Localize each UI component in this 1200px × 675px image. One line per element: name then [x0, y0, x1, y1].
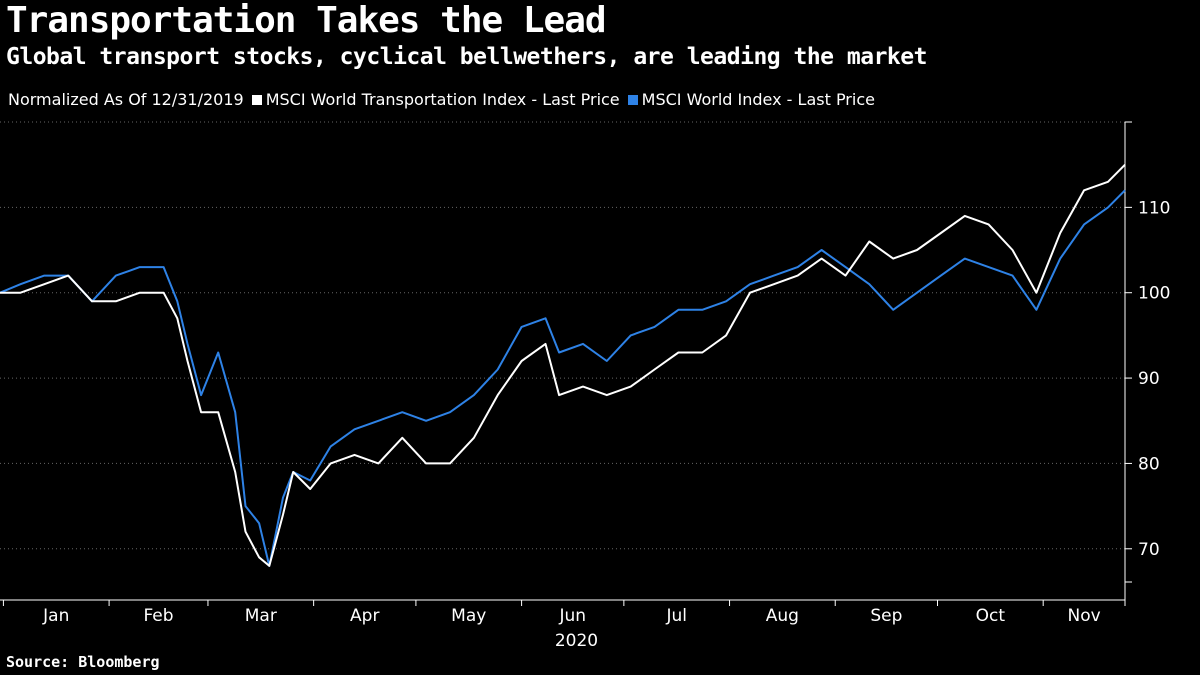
x-tick-label-jun: Jun [558, 606, 586, 626]
legend-note-label: Normalized As Of 12/31/2019 [8, 90, 244, 109]
x-tick-label-sep: Sep [870, 606, 902, 626]
legend-label-transport: MSCI World Transportation Index - Last P… [265, 90, 620, 109]
legend-swatch-transport [251, 94, 262, 105]
legend-label-world: MSCI World Index - Last Price [641, 90, 875, 109]
y-tick-label-100: 100 [1138, 284, 1170, 304]
legend-item-world: MSCI World Index - Last Price [627, 90, 875, 109]
y-tick-label-110: 110 [1138, 198, 1170, 218]
y-tick-label-80: 80 [1138, 454, 1160, 474]
legend-swatch-world [627, 94, 638, 105]
chart-subtitle: Global transport stocks, cyclical bellwe… [6, 44, 927, 70]
x-tick-label-oct: Oct [976, 606, 1006, 626]
x-tick-label-apr: Apr [350, 606, 379, 626]
legend: Normalized As Of 12/31/2019 MSCI World T… [8, 90, 883, 109]
y-tick-label-70: 70 [1138, 540, 1160, 560]
x-tick-label-jul: Jul [665, 606, 687, 626]
series-line-world [0, 189, 1126, 567]
y-tick-label-90: 90 [1138, 369, 1160, 389]
series-line-transport [0, 163, 1126, 567]
chart-title: Transportation Takes the Lead [6, 0, 607, 41]
x-year-label: 2020 [555, 631, 598, 651]
legend-note: Normalized As Of 12/31/2019 [8, 90, 244, 109]
source-note: Source: Bloomberg [6, 653, 160, 671]
x-tick-label-mar: Mar [245, 606, 277, 626]
x-tick-label-feb: Feb [143, 606, 173, 626]
x-tick-label-jan: Jan [42, 606, 69, 626]
legend-item-transport: MSCI World Transportation Index - Last P… [251, 90, 620, 109]
x-tick-label-may: May [451, 606, 486, 626]
x-tick-label-aug: Aug [766, 606, 799, 626]
x-tick-label-nov: Nov [1067, 606, 1100, 626]
